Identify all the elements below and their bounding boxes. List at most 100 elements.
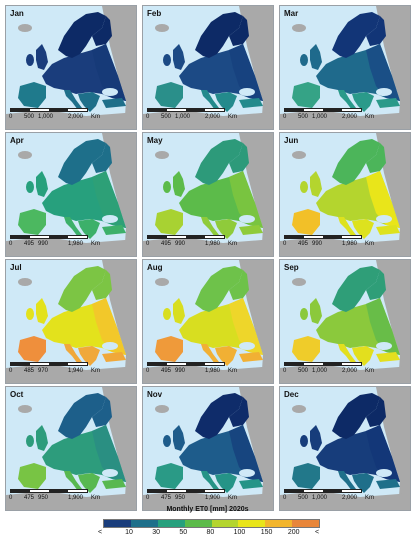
europe-map	[280, 260, 410, 383]
legend-tick-label: 10	[125, 529, 133, 536]
scale-label: 0	[283, 368, 287, 374]
scale-label: Km	[365, 368, 374, 374]
finland-region	[366, 397, 386, 427]
balkans-region	[215, 219, 237, 239]
scale-label: 2,000	[342, 114, 358, 120]
scale-label: 1,980	[342, 241, 358, 247]
scale-label: 1,940	[68, 368, 84, 374]
map-panel-feb: Feb 0 500 1,000 2,000 Km	[142, 5, 274, 130]
scale-label: 1,000	[312, 495, 328, 501]
map-panel-aug: Aug 0 495 990 1,980 Km	[142, 259, 274, 384]
black-sea	[376, 215, 392, 223]
europe-map	[143, 6, 273, 129]
italy-region	[64, 344, 82, 364]
great-britain-region	[310, 298, 322, 324]
scale-label: 1,980	[205, 368, 221, 374]
finland-region	[229, 397, 249, 427]
finland-region	[92, 397, 112, 427]
scale-label: Km	[365, 495, 374, 501]
legend-tick-label: 100	[233, 529, 246, 536]
month-label: Mar	[284, 9, 299, 18]
anatolia-region	[376, 352, 400, 362]
black-sea	[376, 88, 392, 96]
europe-map	[143, 260, 273, 383]
anatolia-region	[376, 479, 400, 489]
scale-label: 950	[175, 495, 186, 501]
scale-label: 1,900	[68, 495, 84, 501]
scale-label: Km	[91, 114, 100, 120]
scale-label: Km	[91, 495, 100, 501]
eastern-europe-region	[92, 425, 126, 482]
italy-region	[64, 90, 82, 110]
anatolia-region	[102, 352, 126, 362]
map-panel-jul: Jul 0 485 970 1,940 Km	[5, 259, 137, 384]
europe-map	[6, 387, 136, 510]
scale-label: Km	[228, 368, 237, 374]
iberia-region	[155, 336, 183, 362]
scale-label: 1,000	[312, 114, 328, 120]
scale-bar	[147, 362, 225, 366]
scandinavia-region	[332, 393, 380, 439]
balkans-region	[215, 92, 237, 112]
scale-bar	[10, 362, 88, 366]
legend-swatch	[265, 520, 293, 527]
month-label: Jul	[10, 263, 22, 272]
balkans-region	[78, 473, 100, 493]
scale-label: Km	[228, 241, 237, 247]
finland-region	[92, 143, 112, 173]
ireland-region	[300, 54, 308, 66]
black-sea	[376, 342, 392, 350]
scale-label: 2,000	[68, 114, 84, 120]
scale-label: 495	[161, 368, 172, 374]
scale-label: 1,000	[38, 114, 54, 120]
eastern-europe-region	[229, 425, 263, 482]
balkans-region	[78, 219, 100, 239]
finland-region	[229, 270, 249, 300]
north-africa-land	[280, 364, 410, 383]
balkans-region	[352, 92, 374, 112]
scale-bar	[284, 108, 362, 112]
legend-swatch	[238, 520, 266, 527]
scale-label: 950	[38, 495, 49, 501]
map-panel-oct: Oct 0 475 950 1,900 Km	[5, 386, 137, 511]
finland-region	[366, 16, 386, 46]
great-britain-region	[310, 171, 322, 197]
scale-label: 0	[146, 114, 150, 120]
eastern-europe-region	[366, 425, 400, 482]
black-sea	[102, 469, 118, 477]
scandinavia-region	[58, 139, 106, 185]
iceland-shape	[18, 278, 32, 286]
europe-map	[280, 133, 410, 256]
scale-label: 495	[298, 241, 309, 247]
italy-region	[64, 217, 82, 237]
black-sea	[102, 215, 118, 223]
map-panel-mar: Mar 0 500 1,000 2,000 Km	[279, 5, 411, 130]
scandinavia-region	[332, 266, 380, 312]
scandinavia-region	[58, 393, 106, 439]
legend-tick-label: <	[315, 529, 320, 536]
north-africa-land	[143, 364, 273, 383]
scale-label: 990	[175, 241, 186, 247]
scale-bar	[147, 108, 225, 112]
anatolia-region	[102, 225, 126, 235]
iberia-region	[292, 209, 320, 235]
scandinavia-region	[195, 139, 243, 185]
scale-label: 500	[298, 114, 309, 120]
month-label: Oct	[10, 390, 24, 399]
iceland-shape	[292, 24, 306, 32]
legend-swatch	[292, 520, 319, 527]
scale-label: 1,000	[312, 368, 328, 374]
iceland-shape	[18, 405, 32, 413]
map-panel-jan: Jan 0 500 1,000 2,000 Km	[5, 5, 137, 130]
legend-swatch	[157, 520, 185, 527]
eastern-europe-region	[229, 298, 263, 355]
north-africa-land	[143, 491, 273, 510]
anatolia-region	[102, 98, 126, 108]
ireland-region	[163, 54, 171, 66]
map-panel-may: May 0 495 990 1,980 Km	[142, 132, 274, 257]
scale-label: Km	[91, 368, 100, 374]
scale-label: 500	[298, 495, 309, 501]
finland-region	[229, 143, 249, 173]
scale-bar	[284, 235, 362, 239]
balkans-region	[215, 473, 237, 493]
